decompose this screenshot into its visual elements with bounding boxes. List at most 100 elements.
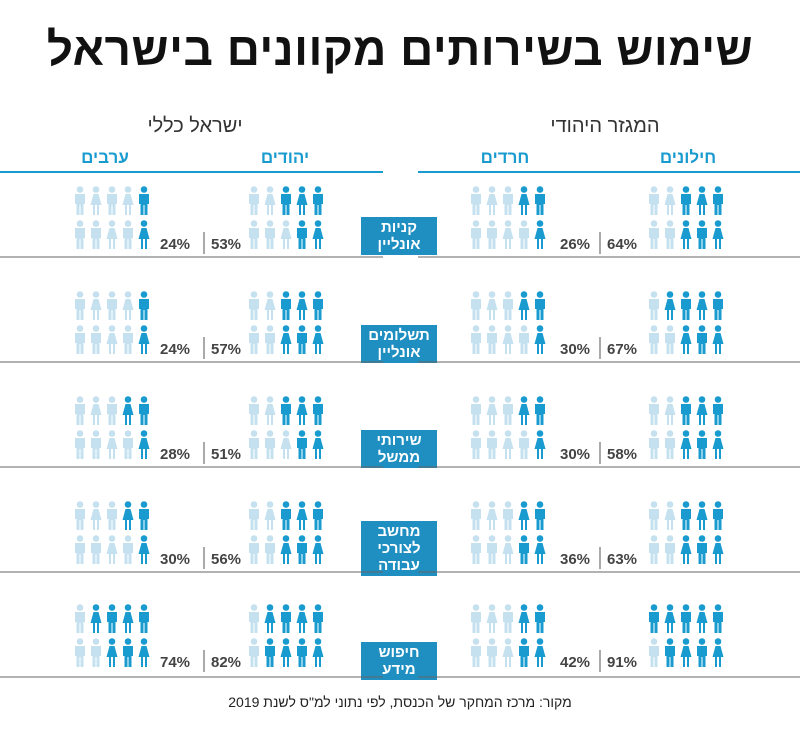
person-icon-s1-r0-9	[471, 220, 481, 249]
person-icon-s3-r2-4	[75, 396, 85, 425]
person-icon-s3-r0-5	[138, 220, 150, 249]
percent-label-s3-r3: 30%	[160, 551, 190, 568]
person-icon-s3-r1-3	[90, 291, 102, 320]
person-icon-s0-r4-6	[697, 638, 707, 667]
person-icon-s3-r4-2	[107, 604, 117, 633]
person-icon-s3-r4-0	[139, 604, 149, 633]
person-icon-s3-r1-5	[138, 325, 150, 354]
category-label-line-1-1: אונליין	[377, 344, 421, 361]
person-icon-s1-r2-2	[503, 396, 513, 425]
person-icon-s0-r4-3	[664, 604, 676, 633]
person-icon-s2-r0-6	[297, 220, 307, 249]
person-icon-s2-r3-0	[313, 501, 323, 530]
category-label-4: חיפוש מידע	[361, 642, 437, 680]
person-icon-s1-r3-5	[534, 535, 546, 564]
category-label-line-3-0: מחשב	[377, 523, 421, 540]
person-icon-s1-r2-1	[518, 396, 530, 425]
person-icon-s2-r0-8	[265, 220, 275, 249]
person-icon-s1-r2-8	[487, 430, 497, 459]
person-icon-s2-r1-4	[249, 291, 259, 320]
person-icon-s3-r4-4	[75, 604, 85, 633]
percent-label-s1-r2: 30%	[560, 446, 590, 463]
person-icon-s0-r2-1	[696, 396, 708, 425]
person-icon-s1-r2-7	[502, 430, 514, 459]
person-icon-s3-r1-6	[123, 325, 133, 354]
person-icon-s1-r3-1	[518, 501, 530, 530]
person-icon-s0-r0-9	[649, 220, 659, 249]
chart-title: שימוש בשירותים מקוונים בישראל	[46, 23, 754, 75]
person-icon-s1-r3-7	[502, 535, 514, 564]
percent-label-s0-r3: 63%	[607, 551, 637, 568]
person-icon-s3-r3-5	[138, 535, 150, 564]
person-icon-s2-r2-8	[265, 430, 275, 459]
person-icon-s2-r3-9	[249, 535, 259, 564]
person-icon-s3-r4-9	[75, 638, 85, 667]
person-icon-s3-r0-3	[90, 186, 102, 215]
person-icon-s3-r2-0	[139, 396, 149, 425]
person-icon-s0-r0-1	[696, 186, 708, 215]
person-icon-s3-r1-9	[75, 325, 85, 354]
person-icon-s2-r0-5	[312, 220, 324, 249]
person-icon-s3-r3-3	[90, 501, 102, 530]
person-icon-s3-r1-7	[106, 325, 118, 354]
person-icon-s2-r4-9	[249, 638, 259, 667]
person-icon-s0-r3-4	[649, 501, 659, 530]
category-label-0: קניות אונליין	[361, 217, 437, 255]
person-icon-s0-r3-5	[712, 535, 724, 564]
person-icon-s1-r4-0	[535, 604, 545, 633]
category-label-3: מחשב לצורכי עבודה	[361, 521, 437, 576]
person-icon-s0-r1-5	[712, 325, 724, 354]
person-icon-s2-r1-8	[265, 325, 275, 354]
person-icon-s0-r1-8	[665, 325, 675, 354]
person-icon-s2-r0-4	[249, 186, 259, 215]
person-icon-s1-r3-4	[471, 501, 481, 530]
category-label-2: שירותי ממשל	[361, 430, 437, 468]
percent-label-s0-r4: 91%	[607, 654, 637, 671]
person-icon-s0-r2-4	[649, 396, 659, 425]
person-icon-s2-r3-5	[312, 535, 324, 564]
person-icon-s1-r1-6	[519, 325, 529, 354]
person-icon-s1-r2-5	[534, 430, 546, 459]
person-icon-s1-r0-7	[502, 220, 514, 249]
person-icon-s1-r4-2	[503, 604, 513, 633]
percent-label-s3-r1: 24%	[160, 341, 190, 358]
person-icon-s1-r4-8	[487, 638, 497, 667]
person-icon-s0-r1-3	[664, 291, 676, 320]
person-icon-s3-r1-4	[75, 291, 85, 320]
person-icon-s2-r0-3	[264, 186, 276, 215]
person-icon-s1-r4-3	[486, 604, 498, 633]
person-icon-s0-r3-9	[649, 535, 659, 564]
person-icon-s3-r4-6	[123, 638, 133, 667]
person-icon-s2-r0-0	[313, 186, 323, 215]
person-icon-s3-r3-1	[122, 501, 134, 530]
person-icon-s1-r1-0	[535, 291, 545, 320]
person-icon-s1-r0-2	[503, 186, 513, 215]
source-note: מקור: מרכז המחקר של הכנסת, לפי נתוני למ"…	[228, 694, 572, 710]
percent-label-s2-r3: 56%	[211, 551, 241, 568]
person-icon-s2-r4-1	[296, 604, 308, 633]
person-icon-s2-r4-3	[264, 604, 276, 633]
person-icon-s3-r1-1	[122, 291, 134, 320]
person-icon-s3-r3-2	[107, 501, 117, 530]
person-icon-s0-r0-5	[712, 220, 724, 249]
person-icon-s1-r0-5	[534, 220, 546, 249]
person-icon-s3-r2-9	[75, 430, 85, 459]
person-icon-s0-r0-6	[697, 220, 707, 249]
person-icon-s3-r0-4	[75, 186, 85, 215]
person-icon-s0-r1-2	[681, 291, 691, 320]
person-icon-s2-r1-0	[313, 291, 323, 320]
column-header-arabs: ערבים	[81, 148, 129, 167]
person-icon-s3-r3-4	[75, 501, 85, 530]
person-icon-s1-r4-5	[534, 638, 546, 667]
percent-label-s1-r3: 36%	[560, 551, 590, 568]
person-icon-s0-r1-9	[649, 325, 659, 354]
percent-label-s3-r0: 24%	[160, 236, 190, 253]
person-icon-s3-r0-0	[139, 186, 149, 215]
column-header-secular: חילונים	[659, 148, 717, 167]
person-icon-s1-r4-1	[518, 604, 530, 633]
percent-label-s2-r4: 82%	[211, 654, 241, 671]
person-icon-s2-r2-1	[296, 396, 308, 425]
person-icon-s1-r0-8	[487, 220, 497, 249]
person-icon-s3-r3-0	[139, 501, 149, 530]
